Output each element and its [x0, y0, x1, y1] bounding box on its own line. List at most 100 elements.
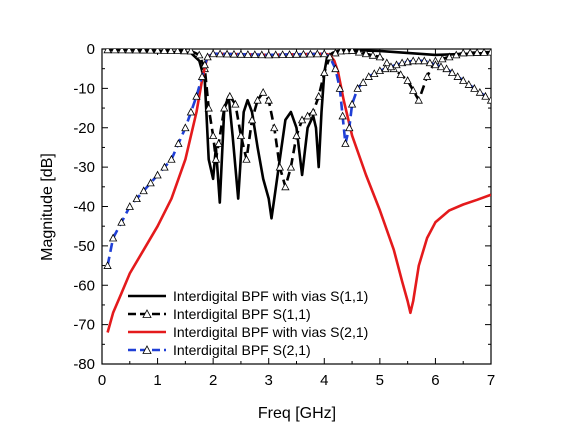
series-marker-2 — [479, 49, 489, 56]
series-marker-2 — [382, 58, 391, 67]
series-marker-2 — [214, 139, 223, 147]
series-marker-2 — [208, 131, 218, 140]
series-marker-4 — [453, 72, 462, 80]
y-tick-label: -30 — [73, 159, 95, 176]
series-marker-2 — [258, 87, 268, 96]
series-marker-4 — [271, 50, 280, 59]
series-marker-2 — [375, 52, 385, 61]
series-marker-2 — [409, 86, 418, 94]
series-marker-4 — [414, 56, 423, 65]
series-marker-4 — [306, 49, 315, 58]
series-marker-4 — [459, 76, 468, 84]
series-marker-4 — [397, 58, 407, 67]
series-marker-4 — [250, 50, 259, 59]
series-marker-2 — [124, 49, 134, 54]
legend-label-1: Interdigital BPF with vias S(1,1) — [173, 288, 368, 304]
series-marker-4 — [464, 80, 473, 88]
series-marker-4 — [436, 62, 446, 71]
series-marker-2 — [459, 49, 468, 57]
series-marker-2 — [139, 49, 148, 54]
series-marker-4 — [320, 49, 329, 58]
series-marker-2 — [110, 49, 119, 54]
series-marker-2 — [270, 123, 279, 132]
series-marker-2 — [220, 103, 229, 112]
series-marker-4 — [475, 87, 485, 96]
series-marker-4 — [447, 68, 457, 77]
series-marker-2 — [297, 115, 307, 124]
x-tick-label: 0 — [98, 372, 106, 389]
series-marker-2 — [361, 49, 371, 58]
series-marker-2 — [275, 162, 284, 171]
series-marker-4 — [103, 261, 112, 269]
series-marker-4 — [125, 202, 134, 210]
series-marker-4 — [313, 49, 322, 58]
series-marker-2 — [314, 91, 323, 100]
legend: Interdigital BPF with vias S(1,1) Interdi… — [128, 288, 368, 358]
series-marker-4 — [341, 139, 350, 147]
series-marker-4 — [325, 52, 335, 61]
series-marker-4 — [335, 84, 345, 92]
series-marker-4 — [222, 49, 232, 58]
series-marker-2 — [354, 49, 364, 56]
series-marker-2 — [173, 49, 182, 55]
series-marker-2 — [146, 49, 155, 54]
series-marker-2 — [231, 99, 240, 108]
series-marker-4 — [442, 64, 451, 73]
series-marker-4 — [486, 95, 491, 104]
series-group — [103, 49, 491, 333]
series-marker-2 — [292, 131, 301, 140]
series-marker-4 — [181, 123, 190, 132]
series-marker-4 — [299, 49, 308, 58]
series-marker-4 — [470, 84, 479, 92]
x-tick-label: 3 — [265, 372, 273, 389]
series-marker-2 — [309, 107, 318, 116]
series-marker-4 — [347, 99, 357, 108]
series-marker-2 — [414, 95, 423, 104]
series-marker-2 — [286, 162, 296, 171]
series-marker-2 — [403, 76, 412, 84]
series-marker-4 — [243, 50, 253, 58]
series-marker-2 — [153, 49, 162, 54]
series-marker-2 — [211, 154, 221, 163]
x-tick-label: 1 — [153, 372, 161, 389]
series-marker-4 — [186, 107, 196, 116]
legend-label-2: Interdigital BPF S(1,1) — [173, 306, 311, 322]
series-marker-4 — [139, 186, 148, 195]
plot-area — [103, 49, 491, 333]
series-marker-2 — [131, 49, 141, 54]
series-marker-4 — [236, 49, 246, 58]
series-marker-2 — [438, 54, 447, 63]
series-marker-2 — [204, 103, 213, 112]
series-marker-4 — [264, 50, 273, 59]
series-marker-2 — [336, 49, 346, 55]
series-marker-2 — [166, 49, 176, 54]
y-tick-label: -40 — [73, 199, 95, 216]
x-tick-label: 5 — [376, 372, 384, 389]
series-marker-2 — [180, 49, 189, 55]
series-marker-4 — [359, 78, 368, 86]
series-marker-4 — [331, 64, 340, 73]
series-marker-4 — [174, 139, 183, 147]
y-tick-label: -20 — [73, 120, 95, 137]
series-marker-4 — [285, 50, 294, 58]
y-tick-label: -80 — [73, 356, 95, 373]
series-marker-4 — [278, 50, 287, 59]
series-marker-2 — [347, 49, 357, 54]
series-marker-4 — [364, 72, 373, 80]
x-axis-label: Freq [GHz] — [258, 405, 336, 422]
series-marker-4 — [197, 72, 207, 80]
series-marker-2 — [236, 131, 246, 140]
series-marker-4 — [117, 217, 126, 226]
series-marker-4 — [257, 50, 266, 59]
y-tick-label: 0 — [87, 41, 95, 58]
series-marker-4 — [425, 58, 435, 67]
y-tick-label: -60 — [73, 277, 95, 294]
x-tick-label: 7 — [487, 372, 495, 389]
series-marker-2 — [160, 49, 169, 54]
series-marker-4 — [353, 84, 362, 92]
series-marker-4 — [431, 60, 440, 69]
series-marker-4 — [345, 123, 354, 132]
series-marker-2 — [264, 95, 273, 104]
legend-label-4: Interdigital BPF S(2,1) — [173, 342, 311, 358]
